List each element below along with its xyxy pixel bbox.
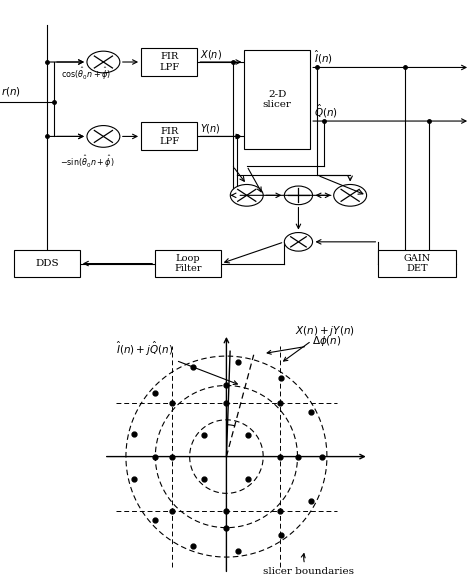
Text: FIR
LPF: FIR LPF: [159, 52, 179, 72]
Text: Loop
Filter: Loop Filter: [174, 254, 202, 273]
Text: $\Delta\phi(n)$: $\Delta\phi(n)$: [312, 334, 342, 348]
Text: $X(n)$: $X(n)$: [200, 48, 222, 61]
Text: FIR
LPF: FIR LPF: [159, 127, 179, 146]
Text: $\hat{Q}(n)$: $\hat{Q}(n)$: [314, 102, 338, 120]
Text: $X(n)+jY(n)$: $X(n)+jY(n)$: [283, 324, 355, 361]
Text: $\hat{I}(n)$: $\hat{I}(n)$: [314, 49, 333, 66]
Circle shape: [230, 184, 263, 206]
Circle shape: [87, 126, 120, 147]
Text: DDS: DDS: [35, 259, 59, 268]
Text: slicer boundaries: slicer boundaries: [263, 553, 354, 576]
Text: 2-D
slicer: 2-D slicer: [263, 90, 292, 109]
Text: $\cos(\hat{\theta}_0 n+\hat{\phi})$: $\cos(\hat{\theta}_0 n+\hat{\phi})$: [61, 66, 111, 82]
Circle shape: [284, 232, 313, 251]
Text: $-\sin(\hat{\theta}_0 n+\hat{\phi})$: $-\sin(\hat{\theta}_0 n+\hat{\phi})$: [60, 153, 115, 170]
Text: $Y(n)$: $Y(n)$: [200, 122, 220, 135]
Text: GAIN
DET: GAIN DET: [404, 254, 431, 273]
Circle shape: [334, 184, 367, 206]
Text: $r(n)$: $r(n)$: [1, 85, 22, 98]
FancyBboxPatch shape: [14, 250, 80, 277]
Circle shape: [284, 186, 313, 205]
Text: $\hat{I}(n)+j\hat{Q}(n)$: $\hat{I}(n)+j\hat{Q}(n)$: [116, 339, 237, 384]
Circle shape: [87, 51, 120, 73]
FancyBboxPatch shape: [141, 48, 197, 76]
FancyBboxPatch shape: [141, 122, 197, 150]
FancyBboxPatch shape: [244, 50, 310, 149]
FancyBboxPatch shape: [378, 250, 456, 277]
FancyBboxPatch shape: [155, 250, 221, 277]
